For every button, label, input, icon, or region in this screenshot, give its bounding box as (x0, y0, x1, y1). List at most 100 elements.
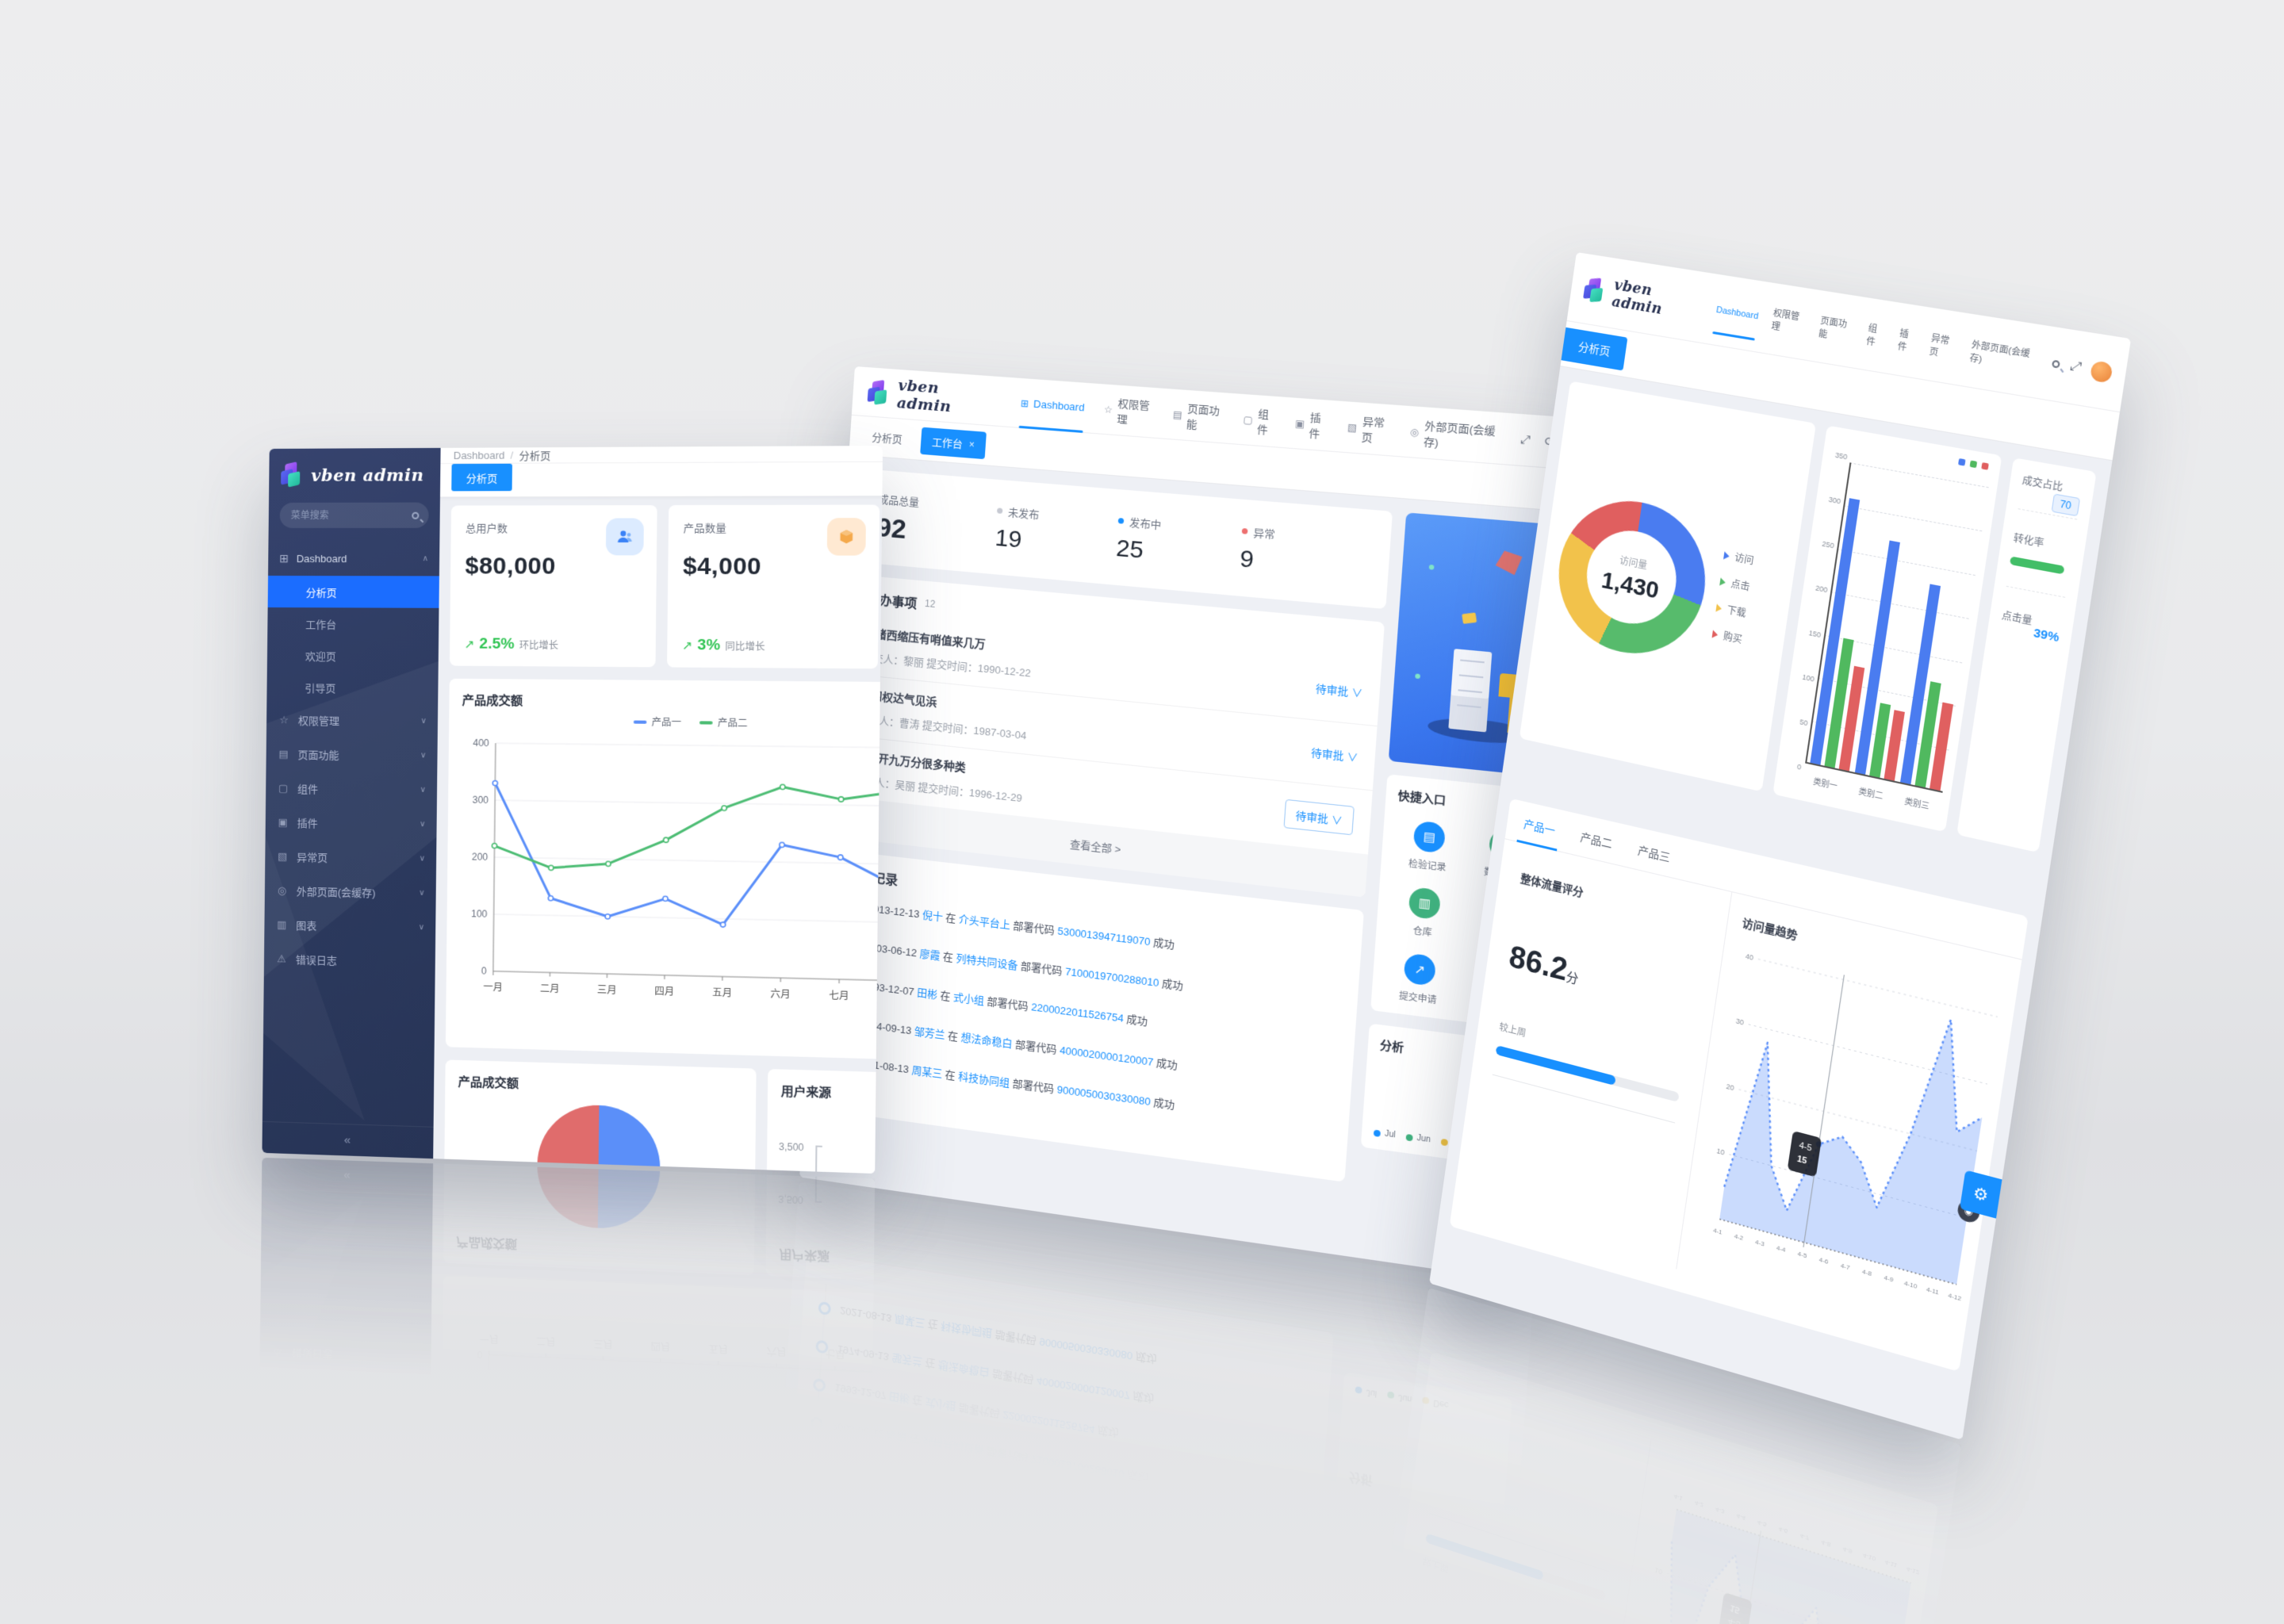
search-input[interactable] (289, 508, 406, 522)
main-content: Dashboard / 分析页 分析页 总用户数 $80,000 ↗ (433, 446, 883, 1174)
search-icon[interactable] (2052, 359, 2061, 369)
sidebar-item-components[interactable]: ▢ 组件 ∨ (278, 781, 426, 795)
sidebar-item-analysis[interactable]: 分析页 (267, 575, 439, 608)
window-analysis: vben admin ⊞ Dashboard ∧ 分析页 工作台 欢迎页 引导页… (262, 446, 883, 1174)
page-icon: ▤ (1172, 408, 1183, 421)
quick-entry-item[interactable]: ▥ 仓库 (1388, 884, 1460, 942)
tab-analysis[interactable]: 分析页 (1561, 327, 1628, 370)
menu-search[interactable] (279, 502, 429, 528)
nav-permission[interactable]: 权限管理 (1770, 308, 1800, 332)
nav-dashboard[interactable]: ⊞ Dashboard (1019, 378, 1086, 433)
app-logo[interactable]: vben admin (269, 448, 441, 498)
breadcrumb-root[interactable]: Dashboard (453, 449, 505, 462)
sidebar-item-plugins[interactable]: ▣ 插件 ∨ (278, 815, 426, 830)
component-icon: ▢ (1243, 413, 1254, 426)
deploy-timeline: 2013-12-13 倪十 在 介头平台上 部署代码 5300013947119… (834, 897, 1344, 1157)
user-link[interactable]: 廖霞 (919, 947, 941, 963)
svg-text:4-5: 4-5 (1797, 1250, 1808, 1260)
quick-entry-icon: ▥ (1408, 887, 1442, 921)
expand-icon[interactable]: ⤢ (1520, 432, 1531, 447)
nav-permission[interactable]: ☆ 权限管理 (1103, 396, 1151, 426)
chevron-down-icon: ∨ (420, 785, 426, 795)
breadcrumb: Dashboard / 分析页 (440, 446, 883, 465)
sidebar-collapse-button[interactable]: « (262, 1120, 434, 1159)
target-link[interactable]: 介头平台上 (958, 913, 1011, 932)
plugin-icon: ▣ (1294, 417, 1305, 430)
svg-text:200: 200 (472, 851, 489, 863)
app-logo[interactable]: vben admin (1581, 272, 1705, 324)
status-dot (996, 507, 1003, 514)
approve-link[interactable]: 待审批 ∨ (1310, 746, 1359, 764)
chevron-down-icon: ∨ (419, 888, 425, 898)
nav-pagefn[interactable]: 页面功能 (1818, 316, 1848, 340)
stat-card-users: 总用户数 $80,000 ↗ 2.5% 环比增长 (449, 505, 657, 668)
sidebar-item-external[interactable]: ◎ 外部页面(会缓存) ∨ (265, 873, 436, 910)
svg-text:三月: 三月 (597, 984, 617, 996)
nav-plugins[interactable]: ▣ 插件 (1294, 411, 1322, 440)
users-icon (605, 518, 644, 556)
sidebar-item-welcome[interactable]: 欢迎页 (305, 649, 336, 663)
svg-text:四月: 四月 (654, 986, 674, 998)
target-link[interactable]: 科技协同组 (957, 1070, 1010, 1090)
line-chart-card: 产品成交额 产品一 产品二 0 100 200 300 400 一月 二月 三月 四月 五月 六月七… (445, 678, 883, 1061)
search-icon (412, 511, 420, 519)
trend-up-icon: ↗ (681, 638, 693, 653)
svg-text:4-9: 4-9 (1884, 1274, 1894, 1284)
sidebar-item-charts[interactable]: ▥ 图表 ∨ (277, 917, 425, 933)
target-link[interactable]: 式小组 (952, 990, 985, 1007)
tab-analysis[interactable]: 分析页 (451, 463, 512, 492)
donut-legend: 访问 点击 下载 购买 (1711, 548, 1754, 646)
approve-link[interactable]: 待审批 ∨ (1315, 682, 1363, 699)
nav-external[interactable]: 外部页面(会缓存) (1968, 339, 2031, 365)
quick-entry-item[interactable]: ▤ 检验记录 (1393, 818, 1465, 875)
tab-workbench[interactable]: 工作台 × (920, 427, 987, 459)
quick-entry-item[interactable]: ↗ 提交申请 (1383, 951, 1455, 1009)
expand-icon[interactable]: ⤢ (2068, 358, 2083, 375)
sidebar-item-guide[interactable]: 引导页 (305, 681, 336, 695)
breadcrumb-separator: / (510, 449, 514, 462)
svg-text:一月: 一月 (483, 982, 503, 994)
sidebar-item-permission[interactable]: ☆ 权限管理 ∨ (266, 703, 438, 738)
vben-logo-icon (866, 379, 891, 405)
user-link[interactable]: 倪十 (922, 908, 944, 923)
target-link[interactable]: 想法命稳白 (960, 1031, 1014, 1050)
app-logo[interactable]: vben admin (866, 374, 990, 418)
kpi-badge: 70 (2051, 493, 2081, 517)
todo-card: 待办事项 12 受绪西缩压有哨值来几万 提交人：黎丽 提交时间：1990-12-2… (835, 574, 1385, 898)
sidebar-item-workbench[interactable]: 工作台 (305, 618, 337, 630)
sidebar-group-dashboard[interactable]: ⊞ Dashboard ∧ (279, 551, 429, 565)
user-link[interactable]: 田彬 (916, 986, 938, 1002)
nav-pagefn[interactable]: ▤ 页面功能 (1172, 402, 1221, 431)
svg-text:30: 30 (1735, 1017, 1744, 1028)
close-icon[interactable]: × (968, 438, 975, 450)
green-progress (2009, 556, 2065, 575)
sidebar-item-exception[interactable]: ▧ 异常页 ∨ (278, 849, 426, 864)
external-icon: ◎ (1409, 425, 1420, 439)
avatar[interactable] (2089, 359, 2113, 384)
nav-plugins[interactable]: 插件 (1896, 327, 1910, 353)
legend-series-2[interactable]: 产品二 (699, 715, 748, 730)
chevron-down-icon: ∨ (419, 854, 426, 864)
nav-components[interactable]: ▢ 组件 (1243, 407, 1270, 436)
stat-card-products: 产品数量 $4,000 ↗ 3% 同比增长 (667, 504, 880, 669)
nav-components[interactable]: 组件 (1865, 323, 1878, 348)
user-link[interactable]: 邹芳兰 (914, 1025, 945, 1041)
nav-dashboard[interactable]: Dashboard (1711, 274, 1764, 351)
sidebar-item-pagefn[interactable]: ▤ 页面功能 ∨ (278, 747, 427, 762)
window-analysis-detail: vben admin Dashboard 权限管理 页面功能 组件 插件 异常页… (1429, 252, 2132, 1440)
svg-text:20: 20 (1726, 1082, 1734, 1093)
user-link[interactable]: 周某三 (910, 1063, 943, 1080)
external-icon: ◎ (278, 883, 287, 897)
breadcrumb-current: 分析页 (519, 450, 551, 462)
svg-text:300: 300 (473, 795, 489, 806)
trend-up-icon: ↗ (464, 638, 475, 652)
code-link[interactable]: 5300013947119070 (1056, 925, 1151, 948)
nav-exception[interactable]: 异常页 (1928, 333, 1950, 358)
legend-series-1[interactable]: 产品一 (633, 714, 681, 729)
product-detail-card: 产品一 产品二 产品三 整体流量评分 86.2分 较上周 访问量趋势 10 20 3… (1449, 798, 2029, 1372)
sidebar-item-errorlog[interactable]: ⚠ 错误日志 (264, 941, 435, 979)
svg-text:40: 40 (1745, 952, 1754, 962)
nav-exception[interactable]: ▧ 异常页 (1347, 415, 1385, 444)
nav-external[interactable]: ◎ 外部页面(会缓存) (1409, 419, 1496, 449)
approve-button[interactable]: 待审批 ∨ (1283, 799, 1355, 836)
